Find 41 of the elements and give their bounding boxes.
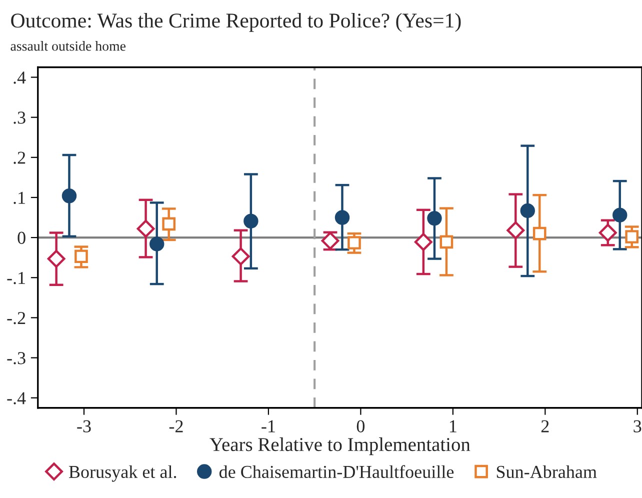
legend-label: Borusyak et al.: [68, 465, 176, 482]
y-tick-label: -.2: [7, 312, 26, 324]
point: [62, 188, 77, 204]
y-tick-label: -.1: [7, 272, 25, 284]
point: [520, 203, 535, 218]
legend-label: Sun-Abraham: [496, 465, 597, 478]
y-tick-label: .2: [14, 152, 26, 164]
y-tick-label: .4: [14, 72, 26, 84]
point: [47, 250, 66, 268]
x-tick-label: 2: [541, 420, 549, 432]
point: [244, 214, 258, 228]
y-tick-label: .3: [14, 112, 26, 124]
chart-title: Outcome: Was the Crime Reported to Police? (Yes=1): [11, 12, 461, 32]
point: [162, 217, 176, 231]
x-tick-label: -2: [169, 420, 183, 432]
x-axis-title: Years Relative to Implementation: [210, 437, 470, 456]
chart-subtitle: assault outside home: [10, 41, 126, 51]
point: [598, 224, 617, 242]
point: [334, 210, 350, 225]
y-tick-label: -.4: [7, 392, 26, 404]
point: [625, 230, 639, 244]
point: [506, 221, 525, 240]
point: [612, 208, 628, 222]
legend-label: de Chaisemartin-D'Haultfoeuille: [219, 465, 454, 478]
y-tick-label: 0: [18, 232, 26, 244]
point: [232, 247, 250, 266]
point: [532, 226, 546, 240]
point: [440, 235, 454, 249]
x-tick-label: -1: [262, 420, 275, 432]
point: [414, 232, 432, 251]
point: [348, 236, 361, 250]
point: [427, 210, 442, 226]
y-tick-label: .1: [14, 192, 25, 204]
y-tick-label: -.3: [7, 352, 26, 364]
x-tick-label: 1: [450, 420, 456, 432]
point: [150, 236, 164, 252]
point: [136, 220, 155, 238]
x-tick-label: 0: [356, 420, 365, 432]
point: [74, 250, 88, 264]
x-tick-label: 3: [634, 420, 642, 432]
x-tick-label: -3: [77, 420, 91, 432]
